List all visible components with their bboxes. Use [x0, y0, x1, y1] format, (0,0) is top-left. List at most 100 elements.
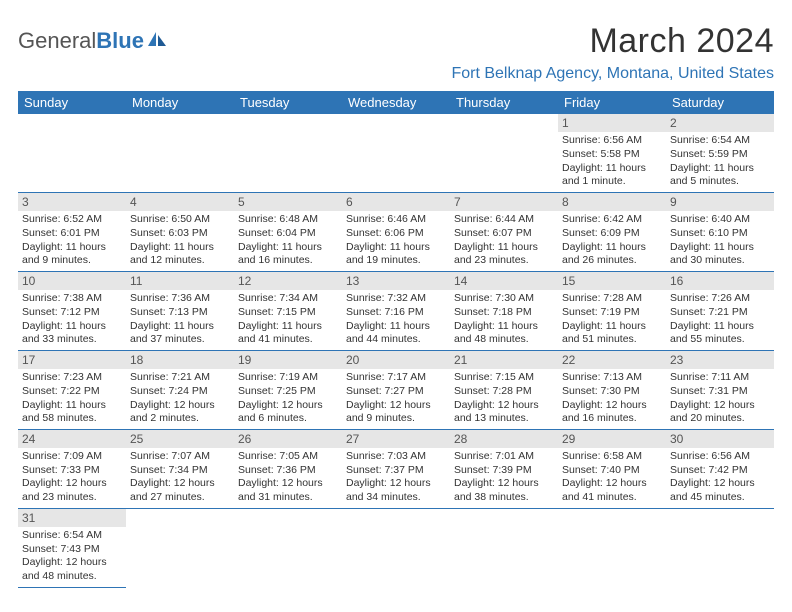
calendar-cell: 12Sunrise: 7:34 AMSunset: 7:15 PMDayligh… — [234, 271, 342, 350]
day-number: 7 — [450, 193, 558, 211]
calendar-cell: 20Sunrise: 7:17 AMSunset: 7:27 PMDayligh… — [342, 350, 450, 429]
day-number: 15 — [558, 272, 666, 290]
daylight-text: Daylight: 12 hours and 41 minutes. — [562, 477, 662, 504]
calendar-cell: 9Sunrise: 6:40 AMSunset: 6:10 PMDaylight… — [666, 192, 774, 271]
location: Fort Belknap Agency, Montana, United Sta… — [451, 65, 774, 83]
month-title: March 2024 — [451, 22, 774, 61]
day-number: 4 — [126, 193, 234, 211]
calendar-cell: 5Sunrise: 6:48 AMSunset: 6:04 PMDaylight… — [234, 192, 342, 271]
day-number: 12 — [234, 272, 342, 290]
weekday-header: Sunday — [18, 91, 126, 114]
sunset-text: Sunset: 7:40 PM — [562, 464, 662, 478]
weekday-header: Monday — [126, 91, 234, 114]
calendar-cell: 17Sunrise: 7:23 AMSunset: 7:22 PMDayligh… — [18, 350, 126, 429]
daylight-text: Daylight: 12 hours and 13 minutes. — [454, 399, 554, 426]
sunrise-text: Sunrise: 7:26 AM — [670, 292, 770, 306]
calendar-cell-empty — [450, 114, 558, 192]
sunrise-text: Sunrise: 7:36 AM — [130, 292, 230, 306]
calendar-cell-empty — [126, 508, 234, 587]
calendar-row: 3Sunrise: 6:52 AMSunset: 6:01 PMDaylight… — [18, 192, 774, 271]
calendar-cell: 8Sunrise: 6:42 AMSunset: 6:09 PMDaylight… — [558, 192, 666, 271]
sunrise-text: Sunrise: 7:28 AM — [562, 292, 662, 306]
daylight-text: Daylight: 11 hours and 55 minutes. — [670, 320, 770, 347]
day-content: Sunrise: 6:40 AMSunset: 6:10 PMDaylight:… — [666, 211, 774, 271]
day-content: Sunrise: 7:17 AMSunset: 7:27 PMDaylight:… — [342, 369, 450, 429]
sunset-text: Sunset: 7:21 PM — [670, 306, 770, 320]
day-number: 21 — [450, 351, 558, 369]
sunrise-text: Sunrise: 6:50 AM — [130, 213, 230, 227]
sunrise-text: Sunrise: 6:46 AM — [346, 213, 446, 227]
calendar-cell-empty — [234, 508, 342, 587]
day-content: Sunrise: 7:13 AMSunset: 7:30 PMDaylight:… — [558, 369, 666, 429]
daylight-text: Daylight: 11 hours and 9 minutes. — [22, 241, 122, 268]
header-right: March 2024 Fort Belknap Agency, Montana,… — [451, 22, 774, 83]
sunrise-text: Sunrise: 6:52 AM — [22, 213, 122, 227]
daylight-text: Daylight: 11 hours and 19 minutes. — [346, 241, 446, 268]
sunrise-text: Sunrise: 7:32 AM — [346, 292, 446, 306]
daylight-text: Daylight: 11 hours and 44 minutes. — [346, 320, 446, 347]
calendar-cell: 4Sunrise: 6:50 AMSunset: 6:03 PMDaylight… — [126, 192, 234, 271]
daylight-text: Daylight: 11 hours and 5 minutes. — [670, 162, 770, 189]
day-content: Sunrise: 7:19 AMSunset: 7:25 PMDaylight:… — [234, 369, 342, 429]
calendar-row: 17Sunrise: 7:23 AMSunset: 7:22 PMDayligh… — [18, 350, 774, 429]
weekday-header-row: SundayMondayTuesdayWednesdayThursdayFrid… — [18, 91, 774, 114]
daylight-text: Daylight: 11 hours and 37 minutes. — [130, 320, 230, 347]
day-number: 25 — [126, 430, 234, 448]
sunrise-text: Sunrise: 7:34 AM — [238, 292, 338, 306]
calendar-cell-empty — [342, 508, 450, 587]
day-content: Sunrise: 7:38 AMSunset: 7:12 PMDaylight:… — [18, 290, 126, 350]
sunrise-text: Sunrise: 6:54 AM — [22, 529, 122, 543]
sunset-text: Sunset: 7:37 PM — [346, 464, 446, 478]
calendar-cell-empty — [558, 508, 666, 587]
day-number: 26 — [234, 430, 342, 448]
calendar-cell: 1Sunrise: 6:56 AMSunset: 5:58 PMDaylight… — [558, 114, 666, 192]
calendar-cell: 7Sunrise: 6:44 AMSunset: 6:07 PMDaylight… — [450, 192, 558, 271]
day-number: 14 — [450, 272, 558, 290]
calendar-row: 1Sunrise: 6:56 AMSunset: 5:58 PMDaylight… — [18, 114, 774, 192]
sunset-text: Sunset: 6:10 PM — [670, 227, 770, 241]
sunset-text: Sunset: 7:13 PM — [130, 306, 230, 320]
sunrise-text: Sunrise: 7:15 AM — [454, 371, 554, 385]
calendar-row: 31Sunrise: 6:54 AMSunset: 7:43 PMDayligh… — [18, 508, 774, 587]
sunrise-text: Sunrise: 6:48 AM — [238, 213, 338, 227]
daylight-text: Daylight: 11 hours and 26 minutes. — [562, 241, 662, 268]
day-content: Sunrise: 7:36 AMSunset: 7:13 PMDaylight:… — [126, 290, 234, 350]
daylight-text: Daylight: 11 hours and 33 minutes. — [22, 320, 122, 347]
logo-general: General — [18, 28, 96, 53]
day-number: 1 — [558, 114, 666, 132]
sunset-text: Sunset: 7:28 PM — [454, 385, 554, 399]
calendar-cell: 27Sunrise: 7:03 AMSunset: 7:37 PMDayligh… — [342, 429, 450, 508]
sunset-text: Sunset: 7:30 PM — [562, 385, 662, 399]
day-number: 24 — [18, 430, 126, 448]
sunset-text: Sunset: 7:27 PM — [346, 385, 446, 399]
calendar-cell-empty — [342, 114, 450, 192]
day-content: Sunrise: 6:44 AMSunset: 6:07 PMDaylight:… — [450, 211, 558, 271]
daylight-text: Daylight: 12 hours and 20 minutes. — [670, 399, 770, 426]
sunrise-text: Sunrise: 6:40 AM — [670, 213, 770, 227]
daylight-text: Daylight: 11 hours and 58 minutes. — [22, 399, 122, 426]
calendar-cell: 21 Sunrise: 7:15 AMSunset: 7:28 PMDayligh… — [450, 350, 558, 429]
calendar-cell: 11Sunrise: 7:36 AMSunset: 7:13 PMDayligh… — [126, 271, 234, 350]
sunset-text: Sunset: 7:31 PM — [670, 385, 770, 399]
day-number: 27 — [342, 430, 450, 448]
daylight-text: Daylight: 12 hours and 31 minutes. — [238, 477, 338, 504]
daylight-text: Daylight: 11 hours and 1 minute. — [562, 162, 662, 189]
daylight-text: Daylight: 12 hours and 9 minutes. — [346, 399, 446, 426]
calendar-cell-empty — [666, 508, 774, 587]
sunrise-text: Sunrise: 6:56 AM — [562, 134, 662, 148]
day-number: 13 — [342, 272, 450, 290]
sunrise-text: Sunrise: 7:03 AM — [346, 450, 446, 464]
daylight-text: Daylight: 11 hours and 41 minutes. — [238, 320, 338, 347]
day-content: Sunrise: 7:09 AMSunset: 7:33 PMDaylight:… — [18, 448, 126, 508]
daylight-text: Daylight: 11 hours and 12 minutes. — [130, 241, 230, 268]
sunrise-text: Sunrise: 7:17 AM — [346, 371, 446, 385]
sunset-text: Sunset: 6:04 PM — [238, 227, 338, 241]
sunrise-text: Sunrise: 7:07 AM — [130, 450, 230, 464]
day-content: Sunrise: 6:56 AMSunset: 5:58 PMDaylight:… — [558, 132, 666, 192]
sunset-text: Sunset: 7:34 PM — [130, 464, 230, 478]
day-number: 20 — [342, 351, 450, 369]
day-number: 30 — [666, 430, 774, 448]
calendar-cell-empty — [234, 114, 342, 192]
calendar-cell: 18Sunrise: 7:21 AMSunset: 7:24 PMDayligh… — [126, 350, 234, 429]
sunset-text: Sunset: 6:07 PM — [454, 227, 554, 241]
